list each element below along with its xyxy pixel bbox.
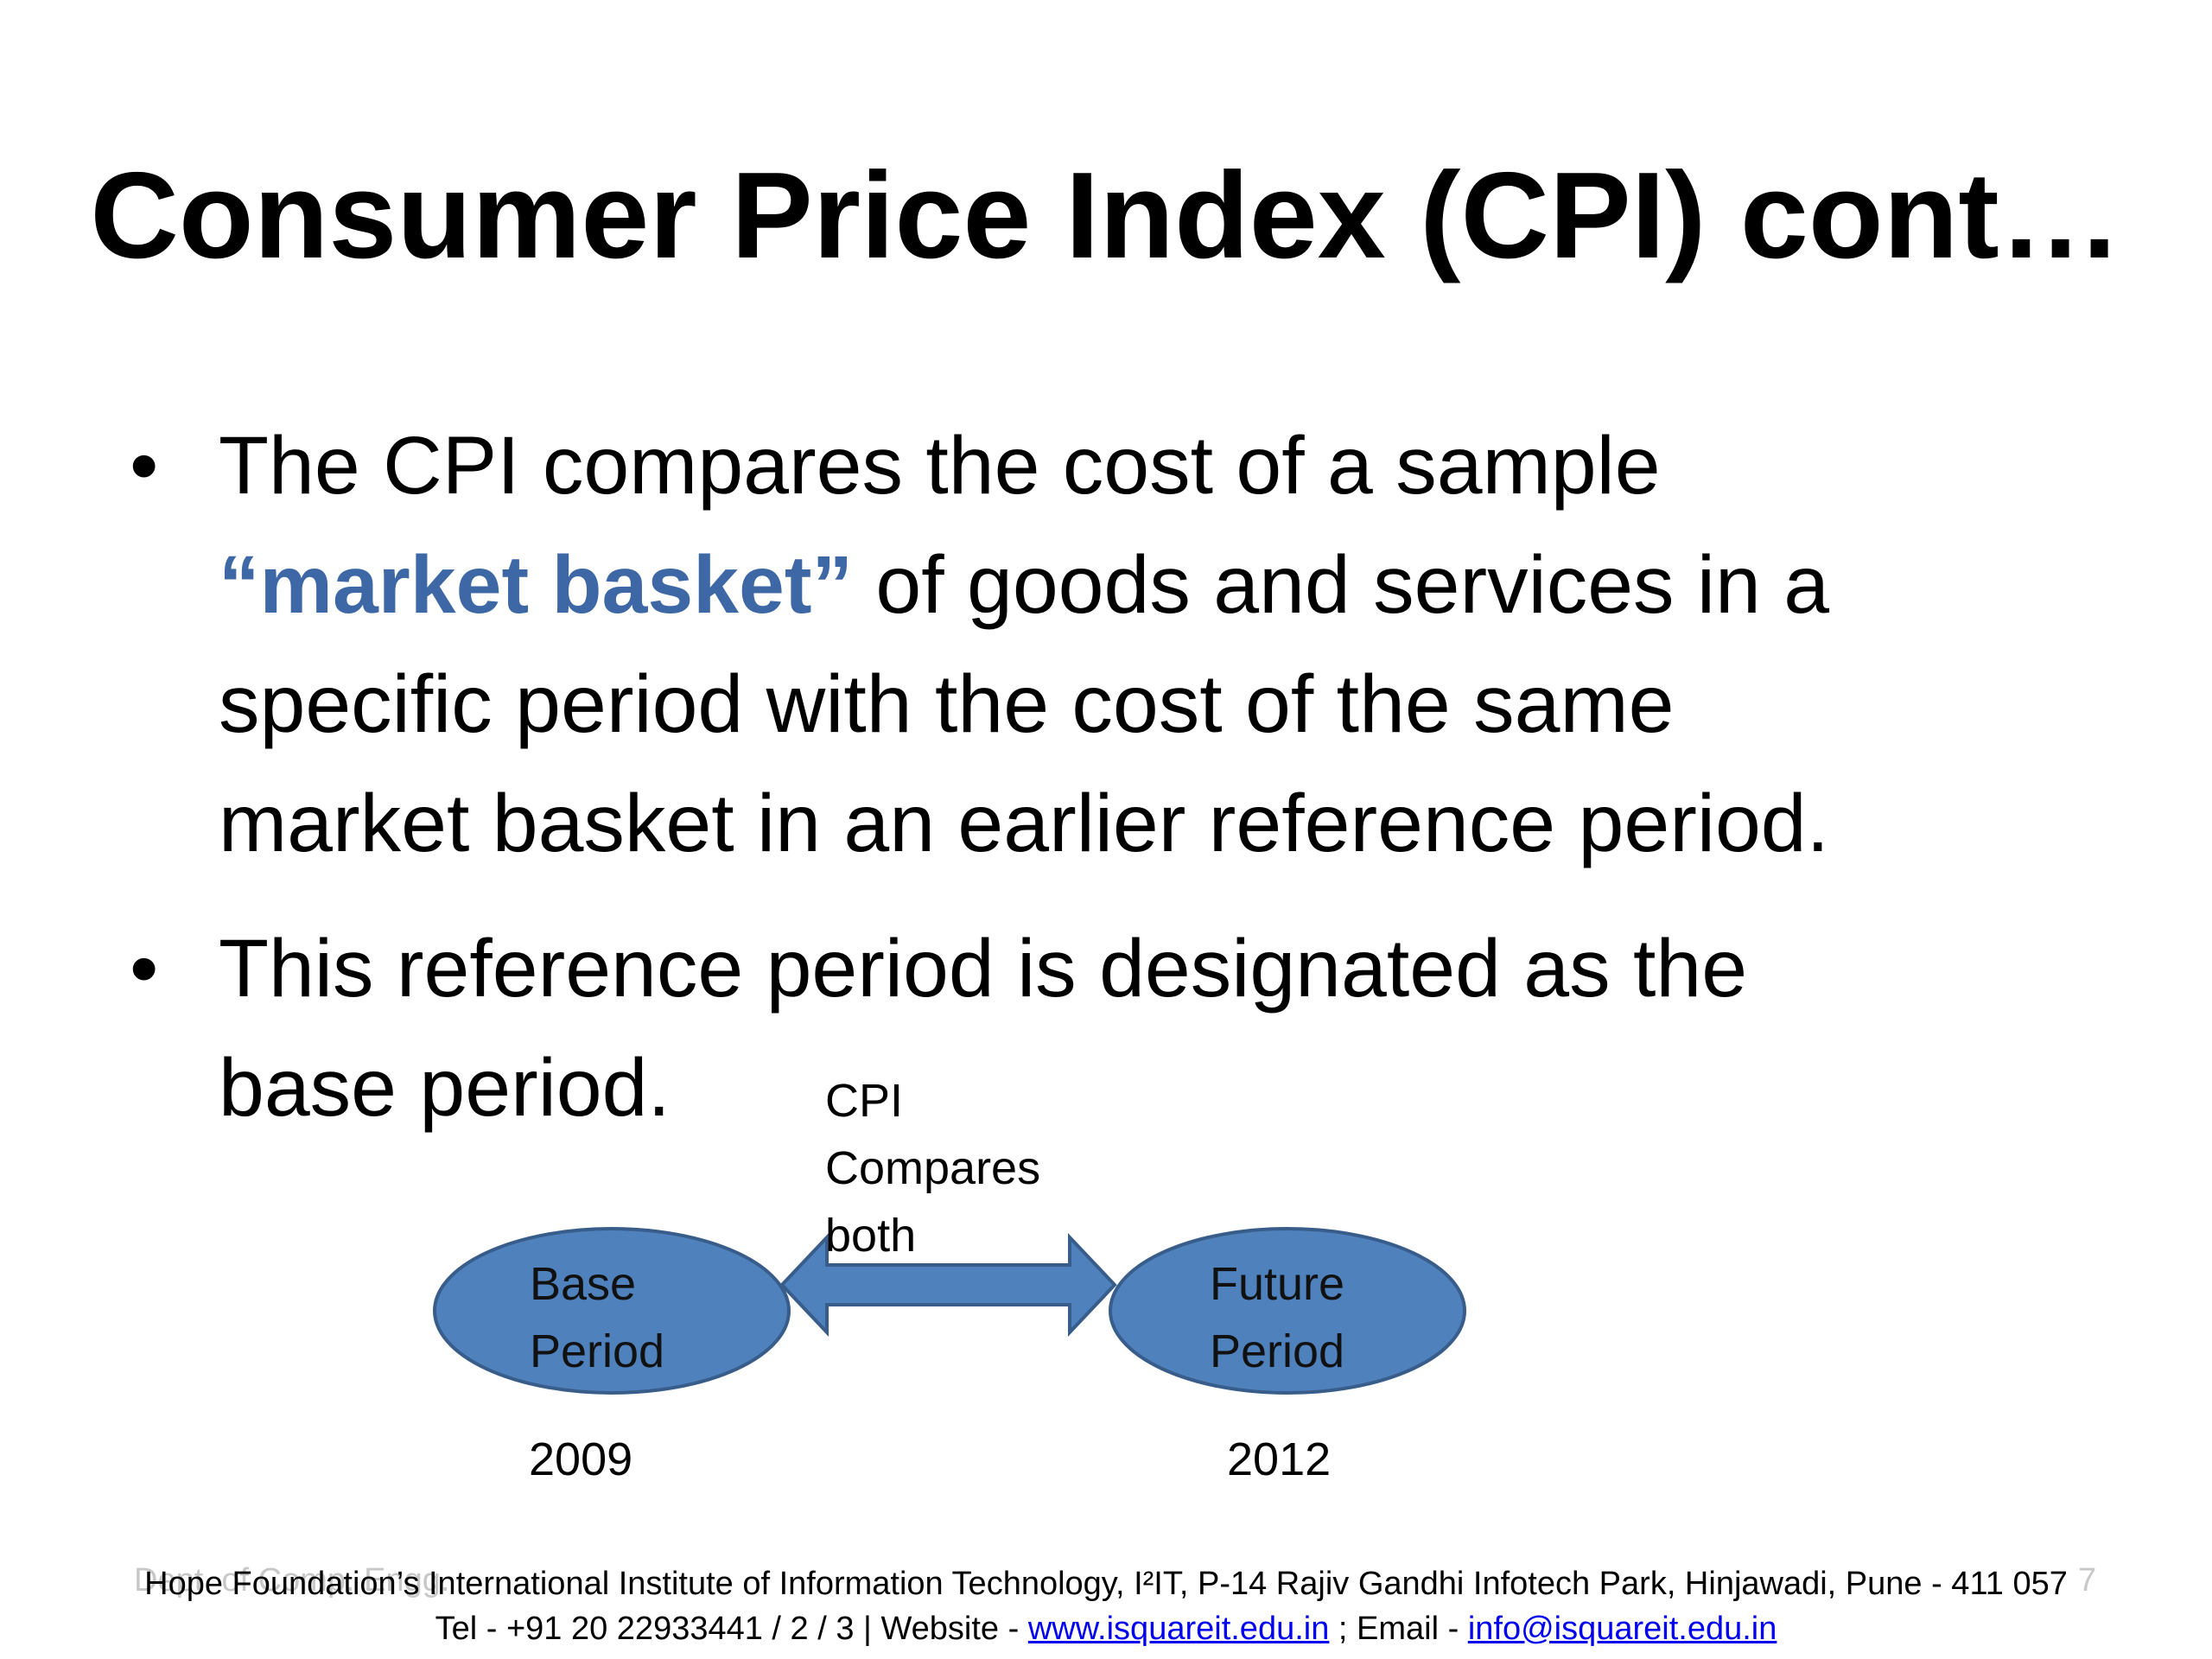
base-year: 2009 <box>529 1433 633 1485</box>
future-period-label: Period <box>1210 1325 1345 1377</box>
department-label: Dept. of Comp. Engg. <box>134 1562 450 1599</box>
base-period-label: Base <box>530 1258 637 1310</box>
slide-number: 7 <box>2078 1562 2097 1599</box>
footer-contact: Tel - +91 20 22933441 / 2 / 3 | Website … <box>0 1607 2212 1650</box>
bullet-line: market basket in an earlier reference pe… <box>219 778 1830 869</box>
base-period-label: Period <box>530 1325 665 1377</box>
future-period-ellipse <box>1109 1227 1466 1395</box>
bullet-line: specific period with the cost of the sam… <box>219 658 1675 750</box>
base-period-ellipse <box>433 1227 791 1395</box>
slide-title: Consumer Price Index (CPI) cont… <box>90 147 2122 284</box>
website-link[interactable]: www.isquareit.edu.in <box>1027 1611 1330 1647</box>
bullet-line: This reference period is designated as t… <box>219 923 1748 1014</box>
footer-phone: Tel - +91 20 22933441 / 2 / 3 | Website … <box>435 1611 1028 1647</box>
email-link[interactable]: info@isquareit.edu.in <box>1467 1611 1777 1647</box>
market-basket-highlight: “market basket” <box>219 539 853 631</box>
arrow-label-line: CPI <box>825 1075 904 1127</box>
future-year: 2012 <box>1227 1433 1332 1485</box>
bullet-line: “market basket” of goods and services in… <box>219 525 2117 645</box>
bullet-marker: • <box>130 420 159 512</box>
future-period-label: Future <box>1210 1258 1345 1310</box>
arrow-label-line: Compares <box>825 1142 1041 1194</box>
bullet-marker: • <box>130 923 159 1014</box>
bullet-list: • The CPI compares the cost of a sample … <box>130 406 2117 1147</box>
double-arrow <box>779 1232 1117 1338</box>
bullet-item: • The CPI compares the cost of a sample … <box>130 406 2117 883</box>
footer-email-label: ; Email - <box>1329 1611 1468 1647</box>
bullet-line-rest: of goods and services in a <box>852 539 1830 631</box>
bullet-item: • This reference period is designated as… <box>130 909 2117 1147</box>
bullet-line: base period. <box>219 1042 671 1134</box>
bullet-line: The CPI compares the cost of a sample <box>219 420 1661 512</box>
footer-address: Hope Foundation’s International Institut… <box>144 1566 2068 1602</box>
arrow-label-line: both <box>825 1210 917 1262</box>
